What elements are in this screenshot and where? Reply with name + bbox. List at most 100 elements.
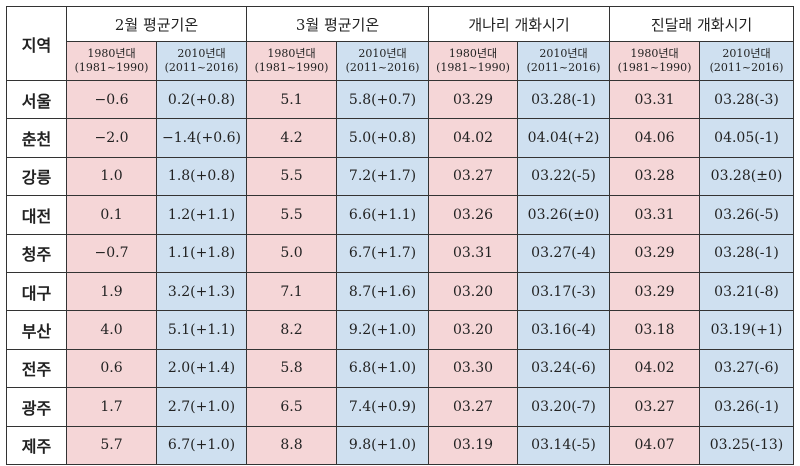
table-cell: 5.0(+0.8) — [336, 118, 429, 158]
table-cell: 03.18 — [609, 310, 700, 350]
region-name: 강릉 — [6, 156, 67, 197]
table-cell: 1.1(+1.8) — [156, 233, 247, 273]
table-cell: 1.0 — [66, 156, 157, 197]
period-label: 1980년대 — [630, 47, 679, 60]
table-cell: 03.25(-13) — [699, 425, 794, 465]
table-cell: 03.27(-6) — [699, 348, 794, 389]
period-label: 2010년대 — [539, 47, 588, 60]
table-cell: 03.20 — [428, 310, 518, 350]
table-cell: −0.7 — [66, 233, 157, 273]
table-row: 부산 4.0 5.1(+1.1) 8.2 9.2(+1.0) 03.20 03.16(-4)… — [6, 310, 794, 350]
period-header-2010s: 2010년대 (2011~2016) — [517, 41, 610, 81]
table-cell: 03.21(-8) — [699, 271, 794, 312]
table-cell: 2.7(+1.0) — [156, 387, 247, 427]
table-cell: 03.28(-1) — [517, 79, 610, 120]
table-cell: 7.4(+0.9) — [336, 387, 429, 427]
table-cell: 03.20 — [428, 271, 518, 312]
period-header-2010s: 2010년대 (2011~2016) — [699, 41, 794, 81]
region-name: 서울 — [6, 79, 67, 120]
table-cell: 1.7 — [66, 387, 157, 427]
period-header-1980s: 1980년대 (1981~1990) — [66, 41, 157, 81]
period-header-2010s: 2010년대 (2011~2016) — [156, 41, 247, 81]
table-cell: 04.07 — [609, 425, 700, 465]
table-cell: 03.17(-3) — [517, 271, 610, 312]
period-range: (2011~2016) — [345, 61, 420, 74]
table-cell: 03.28(-1) — [699, 233, 794, 273]
table-cell: −0.6 — [66, 79, 157, 120]
table-cell: 03.16(-4) — [517, 310, 610, 350]
climate-flowering-table: 지역 2월 평균기온 3월 평균기온 개나리 개화시기 진달래 개화시기 198… — [6, 6, 794, 465]
period-label: 2010년대 — [358, 47, 407, 60]
table-cell: 04.02 — [609, 348, 700, 389]
table-cell: 5.5 — [246, 195, 337, 235]
period-label: 1980년대 — [448, 47, 498, 60]
table-row: 전주 0.6 2.0(+1.4) 5.8 6.8(+1.0) 03.30 03.24(-6)… — [6, 348, 794, 389]
table-cell: 8.7(+1.6) — [336, 271, 429, 312]
period-range: (1981~1990) — [617, 61, 692, 74]
feb-avg-temp-header: 2월 평균기온 — [66, 6, 247, 42]
table-cell: 5.1(+1.1) — [156, 310, 247, 350]
region-name: 대전 — [6, 195, 67, 235]
table-row: 청주 −0.7 1.1(+1.8) 5.0 6.7(+1.7) 03.31 03.27(-4… — [6, 233, 794, 273]
table-row: 서울 −0.6 0.2(+0.8) 5.1 5.8(+0.7) 03.29 03.28(-1… — [6, 79, 794, 120]
mar-avg-temp-header: 3월 평균기온 — [246, 6, 429, 42]
table-cell: 04.02 — [428, 118, 518, 158]
period-label: 1980년대 — [87, 47, 136, 60]
table-cell: 6.8(+1.0) — [336, 348, 429, 389]
table-cell: −2.0 — [66, 118, 157, 158]
table-cell: 6.7(+1.0) — [156, 425, 247, 465]
table-row: 대전 0.1 1.2(+1.1) 5.5 6.6(+1.1) 03.26 03.26(±0)… — [6, 195, 794, 235]
table-cell: 5.0 — [246, 233, 337, 273]
table-cell: 03.29 — [428, 79, 518, 120]
table-cell: 03.26 — [428, 195, 518, 235]
table-row: 제주 5.7 6.7(+1.0) 8.8 9.8(+1.0) 03.19 03.14(-5)… — [6, 425, 794, 465]
table-row: 광주 1.7 2.7(+1.0) 6.5 7.4(+0.9) 03.27 03.20(-7)… — [6, 387, 794, 427]
region-name: 대구 — [6, 271, 67, 312]
table-cell: 03.30 — [428, 348, 518, 389]
table-cell: 4.0 — [66, 310, 157, 350]
table-cell: 6.7(+1.7) — [336, 233, 429, 273]
table-cell: 04.05(-1) — [699, 118, 794, 158]
table-cell: 1.8(+0.8) — [156, 156, 247, 197]
table-cell: 6.5 — [246, 387, 337, 427]
table-cell: 03.27 — [428, 156, 518, 197]
table-cell: 5.7 — [66, 425, 157, 465]
forsythia-bloom-header: 개나리 개화시기 — [428, 6, 610, 42]
region-name: 광주 — [6, 387, 67, 427]
table-cell: 5.8 — [246, 348, 337, 389]
table-cell: 1.2(+1.1) — [156, 195, 247, 235]
period-label: 2010년대 — [722, 47, 771, 60]
table-cell: 03.26(±0) — [517, 195, 610, 235]
period-range: (1981~1990) — [254, 61, 329, 74]
table-cell: 03.31 — [609, 79, 700, 120]
region-name: 춘천 — [6, 118, 67, 158]
period-label: 1980년대 — [267, 47, 316, 60]
table-cell: 03.22(-5) — [517, 156, 610, 197]
period-label: 2010년대 — [177, 47, 226, 60]
table-cell: 04.04(+2) — [517, 118, 610, 158]
table-cell: 04.06 — [609, 118, 700, 158]
table-cell: 8.2 — [246, 310, 337, 350]
table-cell: 03.27 — [428, 387, 518, 427]
period-header-2010s: 2010년대 (2011~2016) — [336, 41, 429, 81]
table-cell: 7.1 — [246, 271, 337, 312]
region-name: 제주 — [6, 425, 67, 465]
period-range: (2011~2016) — [709, 61, 784, 74]
table-cell: 03.31 — [428, 233, 518, 273]
region-name: 전주 — [6, 348, 67, 389]
table-cell: 03.29 — [609, 233, 700, 273]
table-cell: 0.6 — [66, 348, 157, 389]
period-header-1980s: 1980년대 (1981~1990) — [609, 41, 700, 81]
climate-table-container: 지역 2월 평균기온 3월 평균기온 개나리 개화시기 진달래 개화시기 198… — [6, 6, 794, 465]
table-cell: 3.2(+1.3) — [156, 271, 247, 312]
table-cell: 8.8 — [246, 425, 337, 465]
table-cell: 03.26(-1) — [699, 387, 794, 427]
table-cell: 03.28(-3) — [699, 79, 794, 120]
table-cell: 03.20(-7) — [517, 387, 610, 427]
table-cell: 6.6(+1.1) — [336, 195, 429, 235]
table-cell: 5.8(+0.7) — [336, 79, 429, 120]
region-name: 청주 — [6, 233, 67, 273]
table-cell: 03.29 — [609, 271, 700, 312]
table-cell: 03.27(-4) — [517, 233, 610, 273]
table-cell: 7.2(+1.7) — [336, 156, 429, 197]
